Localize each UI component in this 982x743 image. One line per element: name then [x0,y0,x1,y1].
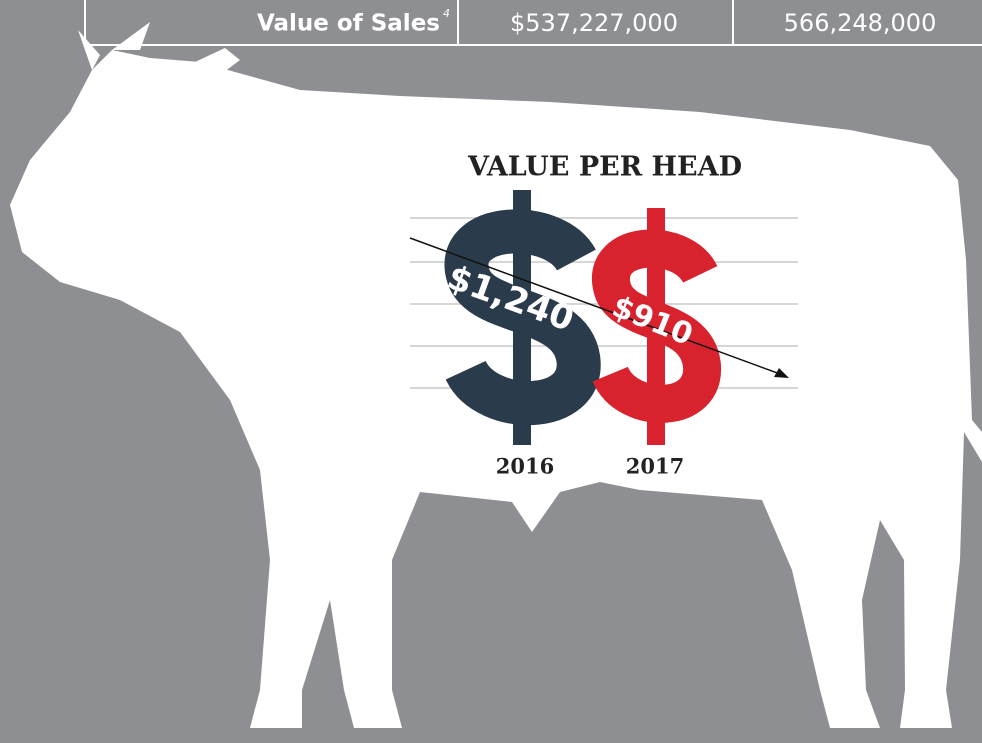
cell-value: $537,227,000 [510,9,678,37]
year-label: 2017 [626,454,684,479]
infographic: Value of Sales 4 $537,227,000 566,248,00… [0,0,982,743]
cell-value: 566,248,000 [784,9,937,37]
title: VALUE PER HEAD [467,152,742,183]
row-label: Value of Sales [257,11,440,37]
footnote-mark: 4 [443,7,450,20]
year-label: 2016 [496,454,554,479]
page: {"table": {"rows": [["Value of Sales", "… [0,0,982,743]
